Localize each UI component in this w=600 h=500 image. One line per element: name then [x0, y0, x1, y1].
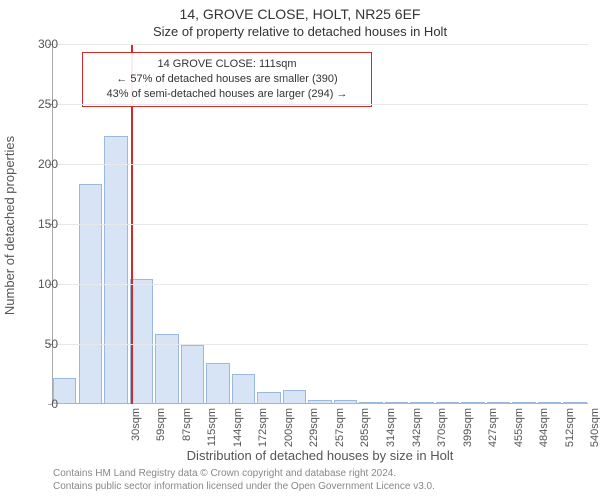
x-tick-label: 370sqm	[436, 408, 448, 468]
y-tick-label: 150	[18, 217, 58, 231]
x-tick-label: 172sqm	[257, 408, 269, 468]
page-subtitle: Size of property relative to detached ho…	[0, 24, 600, 39]
x-tick-label: 455sqm	[513, 408, 525, 468]
grid-line	[52, 344, 588, 345]
histogram-bar	[512, 402, 535, 404]
x-tick-label: 285sqm	[359, 408, 371, 468]
histogram-bar	[461, 402, 484, 404]
histogram-bar	[436, 402, 459, 404]
copyright-text: Contains HM Land Registry data © Crown c…	[53, 468, 435, 493]
histogram-bar	[410, 402, 433, 404]
annotation-line: 43% of semi-detached houses are larger (…	[89, 87, 365, 102]
y-tick-label: 250	[18, 97, 58, 111]
x-tick-label: 87sqm	[181, 408, 193, 468]
x-tick-label: 540sqm	[589, 408, 600, 468]
x-tick-label: 512sqm	[564, 408, 576, 468]
grid-line	[52, 104, 588, 105]
annotation-line: 14 GROVE CLOSE: 111sqm	[89, 57, 365, 72]
histogram-bar	[130, 279, 153, 404]
histogram-bar	[232, 374, 255, 404]
histogram-bar	[334, 400, 357, 404]
x-tick-label: 30sqm	[130, 408, 142, 468]
histogram-bar	[385, 402, 408, 404]
histogram-bar	[563, 402, 586, 404]
x-tick-label: 399sqm	[462, 408, 474, 468]
x-tick-label: 484sqm	[538, 408, 550, 468]
histogram-bar	[308, 400, 331, 404]
x-tick-label: 144sqm	[232, 408, 244, 468]
histogram-bar	[359, 402, 382, 404]
x-tick-label: 427sqm	[487, 408, 499, 468]
y-tick-label: 300	[18, 37, 58, 51]
y-axis-label: Number of detached properties	[0, 0, 20, 450]
histogram-bar	[487, 402, 510, 404]
y-tick-label: 200	[18, 157, 58, 171]
x-tick-label: 59sqm	[155, 408, 167, 468]
histogram-bar	[206, 363, 229, 404]
y-tick-label: 100	[18, 277, 58, 291]
histogram-bar	[79, 184, 102, 404]
histogram-bar	[257, 392, 280, 404]
x-tick-label: 257sqm	[334, 408, 346, 468]
annotation-box: 14 GROVE CLOSE: 111sqm← 57% of detached …	[82, 52, 372, 107]
grid-line	[52, 44, 588, 45]
x-tick-label: 115sqm	[206, 408, 218, 468]
grid-line	[52, 164, 588, 165]
x-tick-label: 229sqm	[308, 408, 320, 468]
y-tick-label: 50	[18, 337, 58, 351]
histogram-bar	[283, 390, 306, 404]
annotation-line: ← 57% of detached houses are smaller (39…	[89, 72, 365, 87]
page-title: 14, GROVE CLOSE, HOLT, NR25 6EF	[0, 6, 600, 22]
grid-line	[52, 284, 588, 285]
x-tick-label: 200sqm	[283, 408, 295, 468]
histogram-bar	[181, 345, 204, 404]
grid-line	[52, 224, 588, 225]
x-tick-label: 342sqm	[411, 408, 423, 468]
x-tick-label: 314sqm	[385, 408, 397, 468]
chart-plot-area: 14 GROVE CLOSE: 111sqm← 57% of detached …	[52, 44, 588, 404]
y-tick-label: 0	[18, 397, 58, 411]
histogram-bar	[538, 402, 561, 404]
histogram-bar	[104, 136, 127, 404]
